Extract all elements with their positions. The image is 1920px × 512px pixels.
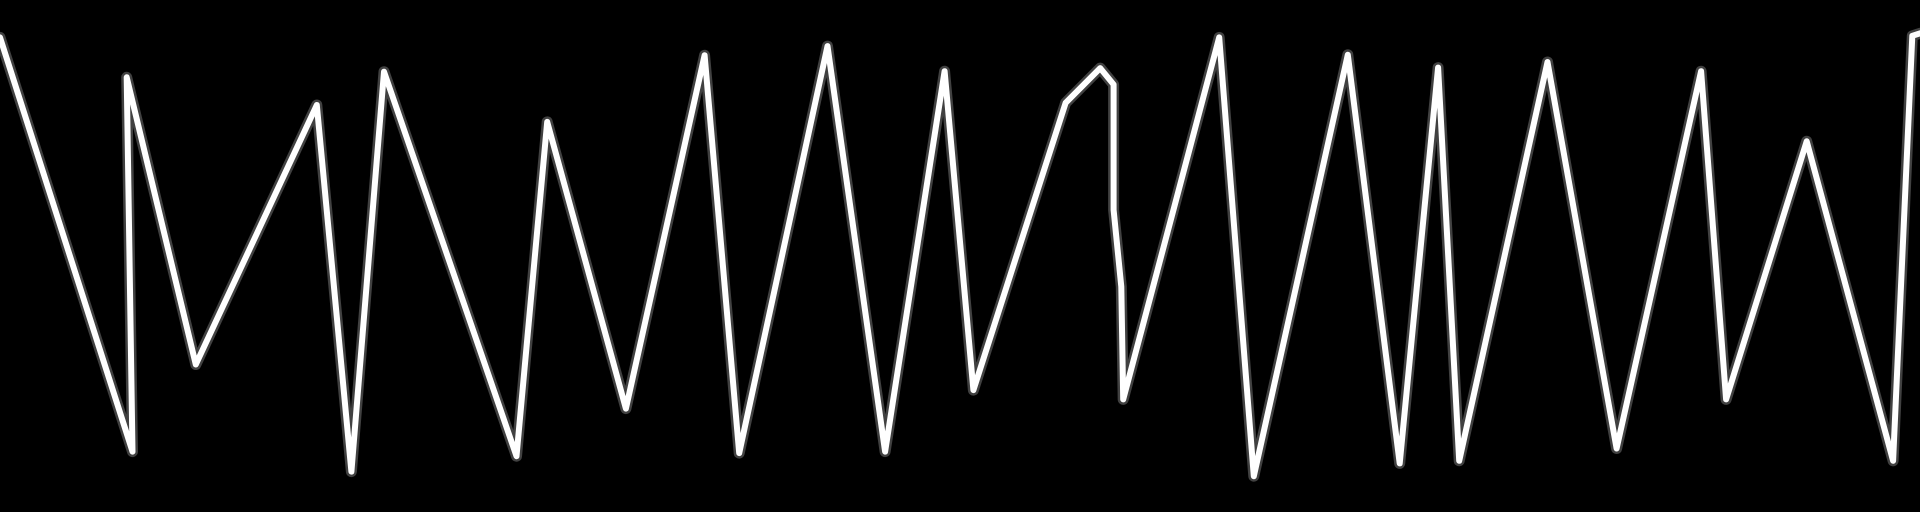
waveform-line — [0, 30, 1920, 480]
